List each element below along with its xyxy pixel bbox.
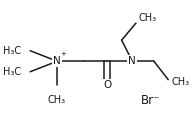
Text: CH₃: CH₃ [48, 95, 66, 105]
Text: H₃C: H₃C [3, 67, 21, 77]
Text: O: O [103, 80, 111, 90]
Text: Br⁻: Br⁻ [141, 94, 160, 107]
Text: H₃C: H₃C [3, 46, 21, 56]
Text: N: N [129, 56, 136, 66]
Text: CH₃: CH₃ [139, 13, 157, 23]
Text: CH₃: CH₃ [172, 77, 190, 87]
Text: +: + [60, 51, 66, 57]
Text: N: N [53, 56, 61, 66]
